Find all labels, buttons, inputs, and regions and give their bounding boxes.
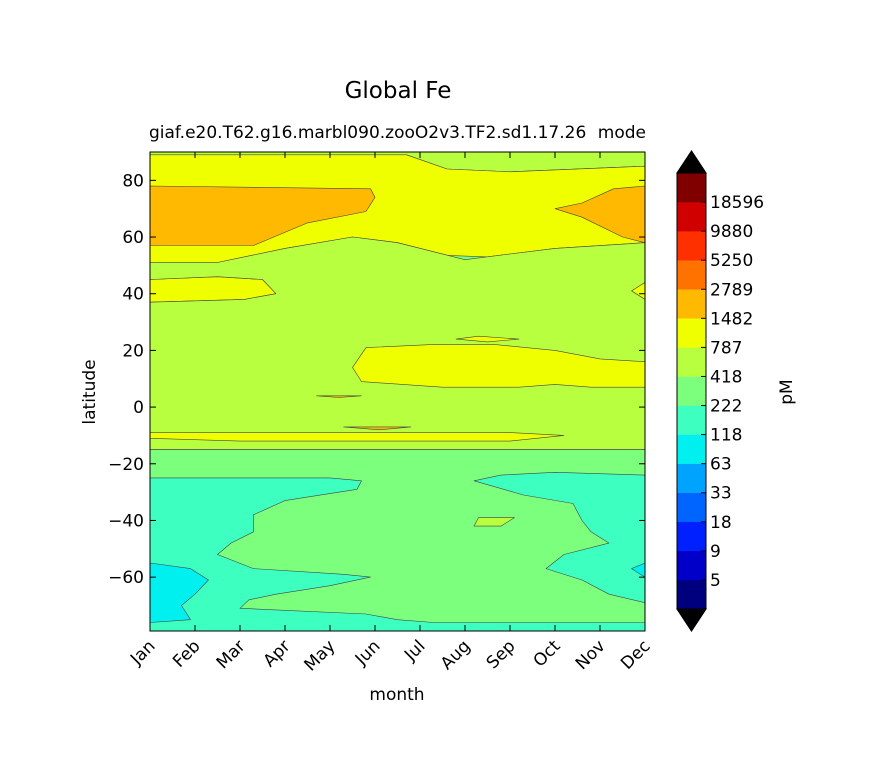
- contour-region-equatorial-1482: [149, 432, 565, 442]
- colorbar-tick-label: 63: [710, 455, 732, 475]
- colorbar-tick-label: 118: [710, 426, 742, 446]
- y-tick-label: −60: [108, 568, 144, 588]
- x-tick-label: Jun: [351, 636, 385, 670]
- colorbar-swatch: [676, 230, 707, 261]
- y-tick-label: 80: [122, 171, 144, 191]
- colorbar-swatch: [676, 318, 707, 348]
- colorbar-swatch: [676, 579, 707, 610]
- colorbar-swatch: [676, 492, 707, 523]
- contour-region-mid-787-band: [149, 236, 646, 450]
- colorbar-swatch: [676, 405, 707, 435]
- colorbar-tick-label: 222: [710, 397, 742, 417]
- colorbar-tick-label: 33: [710, 484, 732, 504]
- x-tick-label: May: [301, 636, 340, 675]
- x-tick-label: Feb: [169, 636, 204, 671]
- contour-region-equatorial-2789-dot: [316, 395, 362, 398]
- colorbar-swatch: [676, 201, 707, 232]
- contour-region-south-west-118: [149, 562, 209, 623]
- x-tick-label: Jul: [400, 636, 429, 665]
- x-tick-label: Oct: [530, 636, 565, 671]
- x-tick-label: Jan: [126, 636, 159, 669]
- colorbar-swatch: [676, 550, 707, 581]
- colorbar-swatch: [676, 289, 707, 319]
- colorbar-swatch: [676, 259, 707, 290]
- colorbar-tick-label: 787: [710, 338, 742, 358]
- colorbar-swatch: [676, 347, 707, 377]
- colorbar-swatch: [676, 376, 707, 406]
- x-axis-label: month: [369, 685, 424, 705]
- x-tick-label: Apr: [260, 636, 295, 671]
- colorbar-swatch: [676, 172, 707, 203]
- colorbar-over-triangle: [676, 150, 707, 174]
- y-axis-label: latitude: [80, 359, 100, 424]
- chart-title: Global Fe: [345, 78, 452, 104]
- colorbar-tick-label: 5: [710, 571, 721, 591]
- y-tick-label: −40: [108, 511, 144, 531]
- colorbar-tick-label: 18596: [710, 193, 764, 213]
- x-tick-label: Nov: [572, 636, 610, 674]
- colorbar-swatch: [676, 463, 707, 493]
- colorbar-under-triangle: [676, 608, 707, 632]
- y-tick-label: 40: [122, 285, 144, 305]
- contour-region-south-mid-787: [473, 517, 515, 527]
- colorbar-tick-label: 1482: [710, 309, 753, 329]
- x-tick-label: Sep: [483, 636, 520, 673]
- y-tick-label: 0: [133, 398, 144, 418]
- chart-subtitle-right: mode: [598, 123, 646, 143]
- x-tick-label: Aug: [437, 636, 475, 674]
- x-tick-label: Mar: [213, 636, 250, 673]
- contour-region-north-west-2789: [149, 185, 376, 246]
- y-axis: −60 −40 −20 0 20 40 60 80: [108, 171, 645, 588]
- colorbar-tick-label: 5250: [710, 251, 753, 271]
- colorbar-tick-label: 418: [710, 367, 742, 387]
- x-tick-label: Dec: [617, 636, 654, 673]
- colorbar-tick-label: 9: [710, 542, 721, 562]
- colorbar-tick-label: 2789: [710, 280, 753, 300]
- contour-region-south-east-222: [473, 471, 646, 604]
- contour-region-equatorial-2789-line: [343, 426, 412, 431]
- colorbar-swatch: [676, 434, 707, 464]
- y-tick-label: 20: [122, 341, 144, 361]
- plot-area: [149, 151, 646, 632]
- chart-subtitle-left: giaf.e20.T62.g16.marbl090.zooO2v3.TF2.sd…: [149, 123, 586, 143]
- colorbar-label: pM: [777, 379, 797, 404]
- contour-region-tropical-1482: [352, 344, 646, 388]
- y-tick-label: 60: [122, 228, 144, 248]
- plot-frame: [149, 151, 646, 632]
- contour-region-tropical-1482-small: [455, 335, 520, 343]
- colorbar-tick-label: 18: [710, 513, 732, 533]
- colorbar-tick-label: 9880: [710, 222, 753, 242]
- colorbar-frame: [676, 150, 707, 632]
- colorbar-swatch: [676, 521, 707, 552]
- contour-region-south-west-222: [149, 477, 646, 632]
- y-tick-label: −20: [108, 455, 144, 475]
- colorbar: 5 9 18 33 63 118 222 418 787 1482 2789 5250 9880 1859…: [676, 150, 764, 632]
